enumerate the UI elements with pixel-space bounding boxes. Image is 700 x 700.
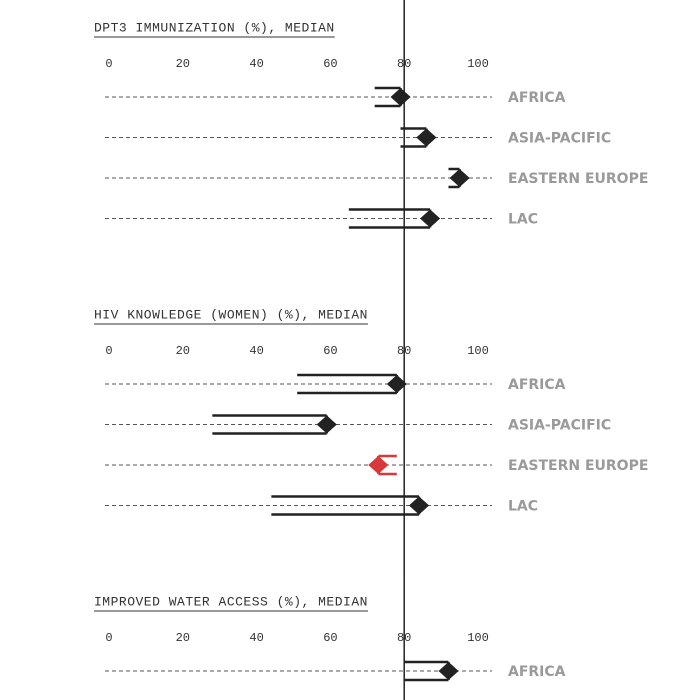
x-tick-label: 60 bbox=[323, 631, 337, 645]
x-tick-label: 40 bbox=[249, 57, 263, 71]
end-marker-tip bbox=[459, 169, 470, 187]
end-marker-tip bbox=[418, 496, 429, 515]
x-tick-label: 100 bbox=[467, 344, 489, 358]
x-tick-label: 0 bbox=[105, 57, 112, 71]
panel-title: HIV KNOWLEDGE (WOMEN) (%), MEDIAN bbox=[94, 307, 368, 322]
category-label: AFRICA bbox=[508, 90, 566, 106]
category-label: ASIA-PACIFIC bbox=[508, 418, 611, 434]
range-arrow bbox=[400, 127, 437, 148]
x-tick-label: 100 bbox=[467, 631, 489, 645]
x-tick-label: 60 bbox=[323, 57, 337, 71]
category-label: EASTERN EUROPE bbox=[508, 171, 648, 187]
category-label: AFRICA bbox=[508, 664, 566, 680]
end-marker-tip bbox=[448, 662, 459, 680]
category-label: LAC bbox=[508, 499, 538, 515]
range-arrow bbox=[374, 86, 411, 108]
x-tick-label: 40 bbox=[249, 631, 263, 645]
end-marker-tip bbox=[396, 375, 407, 393]
x-tick-label: 0 bbox=[105, 631, 112, 645]
end-marker-tip bbox=[368, 456, 379, 474]
end-marker-tip bbox=[426, 128, 437, 147]
panel-title: IMPROVED WATER ACCESS (%), MEDIAN bbox=[94, 594, 368, 609]
range-arrow bbox=[368, 454, 397, 476]
category-label: AFRICA bbox=[508, 377, 566, 393]
end-marker-tip bbox=[430, 209, 441, 228]
x-tick-label: 100 bbox=[467, 57, 489, 71]
range-arrow bbox=[404, 660, 459, 682]
end-marker-tip bbox=[400, 88, 411, 106]
end-marker-tip bbox=[326, 415, 337, 434]
x-tick-label: 0 bbox=[105, 344, 112, 358]
range-arrow bbox=[297, 373, 407, 395]
range-arrow bbox=[448, 167, 470, 189]
category-label: LAC bbox=[508, 212, 538, 228]
range-arrow bbox=[212, 414, 337, 435]
x-tick-label: 60 bbox=[323, 344, 337, 358]
range-arrow bbox=[348, 208, 441, 229]
x-tick-label: 40 bbox=[249, 344, 263, 358]
range-arrow bbox=[271, 495, 429, 516]
x-tick-label: 20 bbox=[176, 344, 190, 358]
category-label: ASIA-PACIFIC bbox=[508, 131, 611, 147]
panel-title: DPT3 IMMUNIZATION (%), MEDIAN bbox=[94, 20, 335, 35]
category-label: EASTERN EUROPE bbox=[508, 458, 648, 474]
x-tick-label: 20 bbox=[176, 631, 190, 645]
x-tick-label: 20 bbox=[176, 57, 190, 71]
